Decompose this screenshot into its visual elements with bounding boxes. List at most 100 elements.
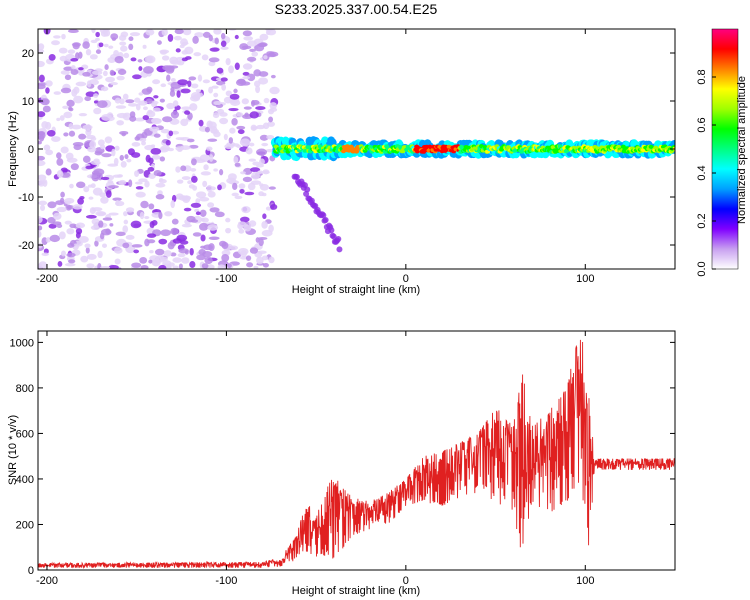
noise-blob: [237, 129, 245, 135]
x-tick-label: -100: [215, 575, 237, 587]
noise-blob: [201, 263, 209, 269]
colorbar-tick-label: 0.8: [696, 69, 708, 84]
noise-blob: [144, 215, 150, 220]
colorbar-tick-label: 0.6: [696, 117, 708, 132]
noise-blob: [171, 218, 179, 225]
noise-blob: [38, 225, 43, 231]
noise-blob: [91, 207, 103, 212]
noise-blob: [170, 78, 176, 83]
noise-blob: [38, 160, 46, 167]
noise-blob: [120, 45, 128, 52]
noise-blob: [200, 245, 206, 249]
noise-blob: [114, 55, 124, 64]
streak-blob: [336, 246, 343, 253]
noise-blob: [225, 217, 231, 223]
noise-blob: [158, 238, 168, 245]
noise-blob: [265, 29, 274, 32]
noise-blob: [38, 43, 45, 51]
noise-blob: [246, 56, 257, 62]
noise-blob: [56, 152, 62, 159]
noise-blob: [172, 100, 179, 107]
noise-blob: [138, 100, 148, 106]
noise-blob: [181, 106, 192, 111]
noise-blob: [223, 96, 233, 104]
noise-blob: [104, 64, 109, 71]
noise-blob: [108, 212, 119, 216]
noise-blob: [157, 190, 163, 196]
noise-blob: [131, 152, 141, 158]
noise-blob: [242, 63, 253, 70]
noise-blob: [172, 257, 182, 263]
noise-blob: [115, 199, 120, 206]
noise-blob: [42, 105, 51, 113]
noise-blob: [57, 261, 63, 267]
noise-blob: [108, 185, 119, 189]
noise-blob: [158, 211, 163, 220]
noise-blob: [68, 130, 76, 137]
noise-blob: [153, 95, 159, 99]
noise-blob: [257, 236, 268, 240]
spectrogram-y-ticks: -20 -10 0 10 20: [18, 48, 675, 252]
noise-blob: [225, 90, 232, 97]
noise-blob: [93, 107, 102, 115]
signal-core: [648, 144, 654, 149]
noise-blob: [47, 201, 57, 209]
noise-blob: [67, 243, 75, 248]
streak-blob: [320, 212, 327, 219]
noise-blob: [134, 170, 140, 178]
noise-blob: [90, 160, 101, 166]
noise-blob: [185, 56, 192, 60]
noise-blob: [70, 68, 79, 76]
noise-blob: [261, 142, 269, 147]
noise-blob: [40, 98, 50, 106]
noise-blob: [83, 186, 90, 193]
noise-blob: [131, 142, 141, 147]
noise-blob: [134, 97, 141, 103]
noise-blob: [158, 264, 167, 269]
noise-blob: [38, 60, 45, 68]
noise-blob: [181, 176, 191, 181]
noise-blob: [53, 35, 61, 39]
noise-blob: [195, 191, 207, 199]
noise-blob: [125, 234, 135, 240]
noise-blob: [125, 207, 135, 213]
noise-blob: [82, 41, 90, 49]
noise-blob: [145, 98, 153, 104]
noise-blob: [77, 197, 84, 205]
noise-blob: [142, 66, 154, 74]
noise-blob: [60, 87, 72, 94]
noise-blob: [59, 197, 65, 204]
noise-blob: [245, 147, 253, 155]
noise-blob: [90, 183, 96, 189]
noise-blob: [66, 228, 75, 235]
noise-blob: [99, 192, 107, 198]
noise-blob: [173, 35, 182, 41]
noise-blob: [240, 138, 251, 147]
streak-blob: [335, 235, 342, 242]
noise-blob: [62, 105, 69, 110]
noise-blob: [144, 180, 150, 188]
noise-blob: [128, 179, 133, 188]
noise-blob: [94, 151, 103, 156]
noise-blob: [248, 220, 257, 227]
noise-blob: [58, 47, 68, 54]
noise-blob: [71, 42, 81, 47]
noise-blob: [130, 57, 137, 62]
noise-blob: [43, 144, 51, 151]
noise-blob: [249, 142, 255, 147]
noise-blob: [151, 219, 158, 226]
noise-blob: [111, 148, 116, 157]
noise-blob: [209, 207, 220, 213]
noise-blob: [38, 216, 43, 224]
noise-blob: [266, 134, 275, 140]
snr-background: [38, 331, 675, 570]
noise-blob: [188, 184, 196, 189]
noise-blob: [134, 117, 146, 122]
noise-blob: [97, 212, 107, 216]
noise-blob: [86, 263, 95, 269]
noise-blob: [174, 29, 184, 35]
snr-y-label: SNR (10 * v/v): [7, 415, 19, 485]
noise-blob: [45, 168, 52, 176]
noise-blob: [144, 55, 156, 64]
noise-blob: [98, 220, 104, 228]
